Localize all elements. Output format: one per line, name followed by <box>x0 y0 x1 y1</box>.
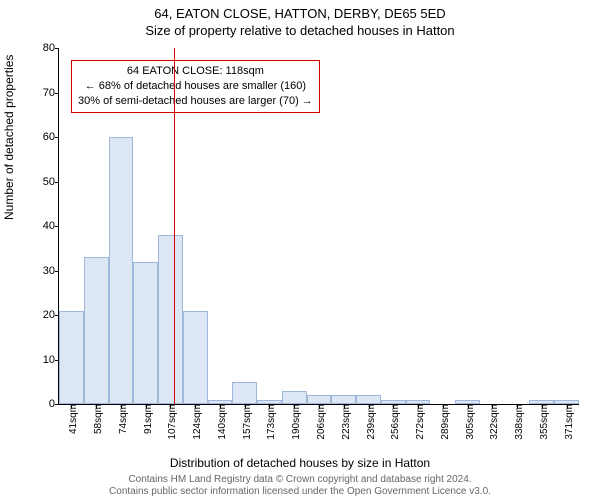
x-tick-mark <box>195 404 196 408</box>
x-tick-mark <box>220 404 221 408</box>
x-tick-label: 124sqm <box>187 404 203 440</box>
histogram-bar <box>356 395 381 404</box>
chart-title-main: 64, EATON CLOSE, HATTON, DERBY, DE65 5ED <box>0 0 600 21</box>
x-tick-mark <box>245 404 246 408</box>
x-tick-label: 41sqm <box>63 404 79 434</box>
x-tick-label: 355sqm <box>534 404 550 440</box>
histogram-bar <box>133 262 158 404</box>
histogram-bar <box>232 382 257 404</box>
x-tick-mark <box>121 404 122 408</box>
histogram-bar <box>282 391 307 404</box>
chart-plot-area: 64 EATON CLOSE: 118sqm ← 68% of detached… <box>58 48 579 405</box>
x-tick-mark <box>170 404 171 408</box>
y-tick-mark <box>55 182 59 183</box>
chart-title-sub: Size of property relative to detached ho… <box>0 21 600 38</box>
x-tick-mark <box>418 404 419 408</box>
x-tick-label: 272sqm <box>410 404 426 440</box>
infobox-line-1: 64 EATON CLOSE: 118sqm <box>78 64 313 79</box>
x-axis-label: Distribution of detached houses by size … <box>0 456 600 470</box>
y-tick-mark <box>55 404 59 405</box>
y-tick-mark <box>55 137 59 138</box>
x-tick-label: 338sqm <box>509 404 525 440</box>
x-tick-mark <box>517 404 518 408</box>
x-tick-label: 371sqm <box>559 404 575 440</box>
attribution-line-2: Contains public sector information licen… <box>0 486 600 498</box>
x-tick-label: 58sqm <box>88 404 104 434</box>
x-tick-mark <box>393 404 394 408</box>
histogram-bar <box>59 311 84 404</box>
x-tick-mark <box>542 404 543 408</box>
histogram-bar <box>183 311 208 404</box>
y-tick-mark <box>55 271 59 272</box>
histogram-bar <box>158 235 183 404</box>
x-tick-label: 239sqm <box>361 404 377 440</box>
attribution-text: Contains HM Land Registry data © Crown c… <box>0 474 600 498</box>
x-tick-mark <box>468 404 469 408</box>
x-tick-mark <box>567 404 568 408</box>
x-tick-label: 223sqm <box>336 404 352 440</box>
y-tick-mark <box>55 48 59 49</box>
histogram-bar <box>109 137 134 404</box>
x-tick-mark <box>269 404 270 408</box>
x-tick-label: 305sqm <box>460 404 476 440</box>
histogram-bar <box>84 257 109 404</box>
x-tick-mark <box>443 404 444 408</box>
x-tick-label: 107sqm <box>162 404 178 440</box>
y-tick-mark <box>55 93 59 94</box>
x-tick-mark <box>71 404 72 408</box>
infobox-line-3: 30% of semi-detached houses are larger (… <box>78 94 313 109</box>
x-tick-label: 140sqm <box>212 404 228 440</box>
reference-line <box>174 48 175 404</box>
x-tick-mark <box>319 404 320 408</box>
attribution-line-1: Contains HM Land Registry data © Crown c… <box>0 474 600 486</box>
x-tick-label: 157sqm <box>237 404 253 440</box>
x-tick-label: 256sqm <box>385 404 401 440</box>
x-tick-mark <box>344 404 345 408</box>
y-axis-label: Number of detached properties <box>2 55 16 220</box>
x-tick-label: 173sqm <box>261 404 277 440</box>
x-tick-mark <box>96 404 97 408</box>
y-tick-mark <box>55 226 59 227</box>
x-tick-label: 289sqm <box>435 404 451 440</box>
x-tick-label: 190sqm <box>286 404 302 440</box>
x-tick-mark <box>369 404 370 408</box>
x-tick-label: 74sqm <box>113 404 129 434</box>
x-tick-mark <box>492 404 493 408</box>
x-tick-label: 322sqm <box>484 404 500 440</box>
infobox-line-2: ← 68% of detached houses are smaller (16… <box>78 79 313 94</box>
x-tick-label: 206sqm <box>311 404 327 440</box>
x-tick-mark <box>146 404 147 408</box>
x-tick-mark <box>294 404 295 408</box>
histogram-bar <box>307 395 332 404</box>
x-tick-label: 91sqm <box>138 404 154 434</box>
reference-infobox: 64 EATON CLOSE: 118sqm ← 68% of detached… <box>71 60 320 113</box>
histogram-bar <box>331 395 356 404</box>
